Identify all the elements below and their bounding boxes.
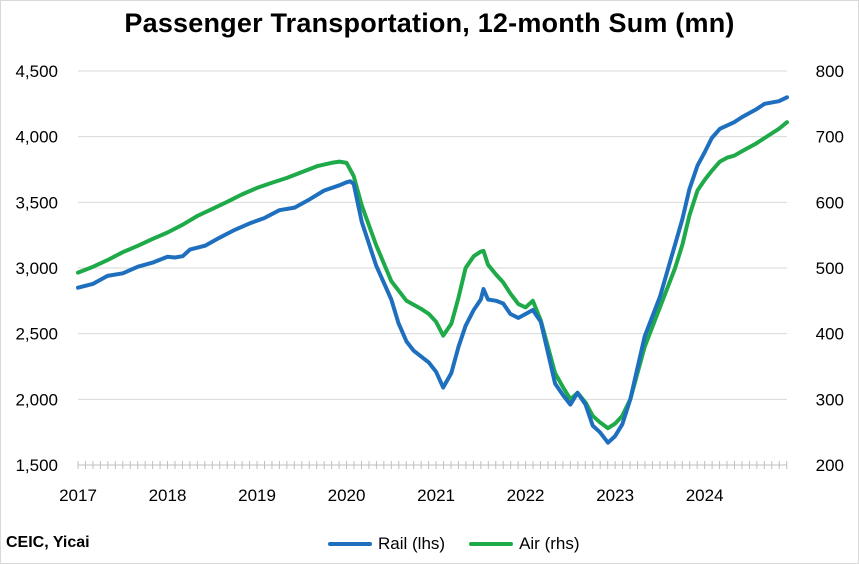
legend-swatch-rail <box>328 542 372 546</box>
x-tick-label: 2024 <box>686 486 724 505</box>
x-tick-label: 2023 <box>596 486 634 505</box>
y-tick-label-left: 4,000 <box>15 128 58 147</box>
x-tick-label: 2020 <box>328 486 366 505</box>
y-tick-label-left: 3,500 <box>15 193 58 212</box>
legend-swatch-air <box>469 542 514 546</box>
x-tick-label: 2017 <box>59 486 97 505</box>
legend-item-air: Air (rhs) <box>469 534 580 554</box>
x-tick-label: 2019 <box>238 486 276 505</box>
x-tick-label: 2018 <box>149 486 187 505</box>
source-note: CEIC, Yicai <box>6 534 90 551</box>
air-series-line <box>76 120 789 431</box>
y-tick-label-right: 500 <box>816 259 844 278</box>
y-tick-label-right: 600 <box>816 193 844 212</box>
legend-item-rail: Rail (lhs) <box>328 534 445 554</box>
legend: Rail (lhs) Air (rhs) <box>328 534 580 554</box>
y-tick-label-left: 2,500 <box>15 325 58 344</box>
y-tick-label-right: 700 <box>816 128 844 147</box>
legend-label-air: Air (rhs) <box>519 534 580 553</box>
y-tick-label-left: 1,500 <box>15 456 58 475</box>
y-tick-label-right: 200 <box>816 456 844 475</box>
rail-series-line <box>76 95 789 445</box>
x-tick-label: 2021 <box>417 486 455 505</box>
x-tick-label: 2022 <box>507 486 545 505</box>
legend-label-rail: Rail (lhs) <box>378 534 446 553</box>
y-tick-label-left: 4,500 <box>15 62 58 81</box>
y-tick-label-left: 2,000 <box>15 390 58 409</box>
y-tick-label-right: 400 <box>816 325 844 344</box>
y-tick-label-left: 3,000 <box>15 259 58 278</box>
chart-title: Passenger Transportation, 12-month Sum (… <box>124 8 735 38</box>
y-tick-label-right: 300 <box>816 390 844 409</box>
y-tick-label-right: 800 <box>816 62 844 81</box>
